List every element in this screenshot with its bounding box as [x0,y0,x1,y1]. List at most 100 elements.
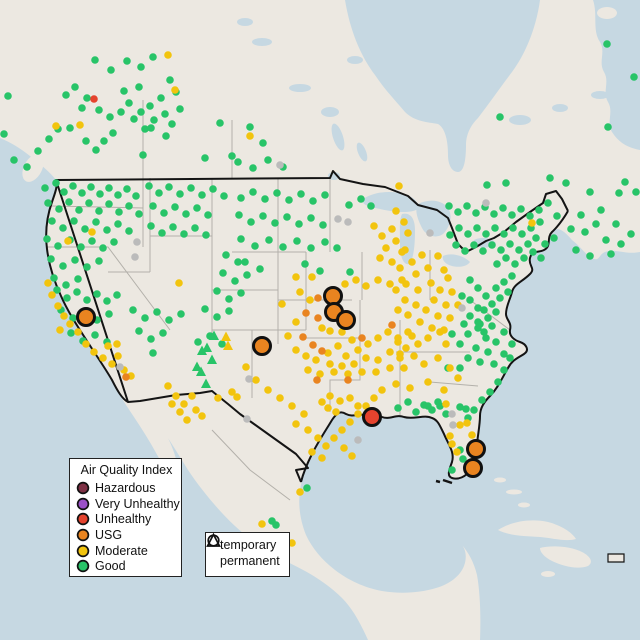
station-marker-moderate [346,418,354,426]
station-marker-good [256,265,264,273]
station-marker-good [69,182,77,190]
station-marker-moderate [394,306,402,314]
station-marker-moderate [370,222,378,230]
station-marker-good [78,189,86,197]
aqi-legend-label: Moderate [95,543,148,558]
station-marker-good [177,310,185,318]
station-marker-good [91,331,99,339]
station-marker-good [73,288,81,296]
station-marker-good [162,132,170,140]
station-marker-unhealthy [90,95,98,103]
station-marker-good [193,204,201,212]
temporary-station-marker-large-usg[interactable] [466,439,486,459]
station-marker-good [499,204,507,212]
station-marker-good [77,243,85,251]
station-marker-good [492,338,500,346]
station-marker-moderate [114,352,122,360]
station-marker-good [456,340,464,348]
station-marker-moderate [340,444,348,452]
station-marker-good [92,146,100,154]
station-marker-good [71,83,79,91]
temporary-station-marker-large-unhealthy[interactable] [362,407,382,427]
station-marker-good [603,40,611,48]
permanent-station-marker-good [201,378,211,388]
station-marker-no_data [426,229,434,237]
station-marker-good [95,207,103,215]
station-marker-good [455,224,463,232]
station-marker-good [261,195,269,203]
station-marker-moderate [314,434,322,442]
station-marker-good [55,205,63,213]
station-marker-good [106,113,114,121]
shape-legend-label: temporary [220,538,277,552]
station-dots-layer [0,40,640,547]
station-marker-moderate [400,218,408,226]
station-marker-good [187,184,195,192]
station-marker-good [367,202,375,210]
temporary-station-marker-large-usg[interactable] [336,310,356,330]
station-marker-moderate [446,364,454,372]
station-marker-good [234,158,242,166]
station-marker-good [497,246,505,254]
aqi-legend-title: Air Quality Index [80,463,173,477]
station-marker-good [81,225,89,233]
station-marker-moderate [440,266,448,274]
station-marker-good [149,53,157,61]
station-marker-good [120,87,128,95]
station-marker-good [461,247,469,255]
station-marker-good [537,254,545,262]
station-marker-good [129,306,137,314]
station-marker-moderate [354,410,362,418]
station-marker-moderate [402,280,410,288]
station-marker-usg [358,334,366,342]
station-marker-moderate [292,346,300,354]
station-marker-good [492,308,500,316]
station-marker-good [295,220,303,228]
temporary-station-marker-large-usg[interactable] [252,336,272,356]
station-marker-good [95,257,103,265]
temporary-station-marker-large-usg[interactable] [323,286,343,306]
station-marker-moderate [164,382,172,390]
station-marker-moderate [171,86,179,94]
station-marker-good [166,76,174,84]
station-marker-no_data [448,410,456,418]
station-marker-moderate [306,296,314,304]
station-marker-moderate [288,539,296,547]
station-marker-moderate [326,392,334,400]
station-marker-moderate [424,334,432,342]
temporary-station-marker-large-usg[interactable] [463,458,483,478]
station-marker-good [452,241,460,249]
station-marker-good [259,212,267,220]
temporary-station-marker-large-usg[interactable] [76,307,96,327]
station-marker-moderate [308,273,316,281]
station-marker-good [130,115,138,123]
station-marker-moderate [330,368,338,376]
station-marker-moderate [322,442,330,450]
station-marker-good [59,262,67,270]
station-marker-good [204,211,212,219]
station-marker-moderate [394,334,402,342]
station-marker-moderate [414,286,422,294]
station-marker-no_data [245,375,253,383]
station-marker-moderate [304,366,312,374]
station-marker-good [249,164,257,172]
station-marker-good [480,306,488,314]
station-marker-moderate [108,360,116,368]
station-marker-good [216,119,224,127]
station-marker-moderate [388,258,396,266]
station-marker-moderate [54,302,62,310]
station-marker-good [125,202,133,210]
station-marker-good [160,209,168,217]
station-marker-moderate [468,431,476,439]
station-marker-good [607,250,615,258]
station-marker-moderate [82,340,90,348]
station-marker-good [234,258,242,266]
station-marker-moderate [444,274,452,282]
station-marker-good [490,360,498,368]
station-marker-moderate [420,360,428,368]
station-marker-no_data [344,218,352,226]
station-marker-usg [309,341,317,349]
station-marker-moderate [326,327,334,335]
station-marker-good [47,255,55,263]
station-marker-moderate [288,402,296,410]
